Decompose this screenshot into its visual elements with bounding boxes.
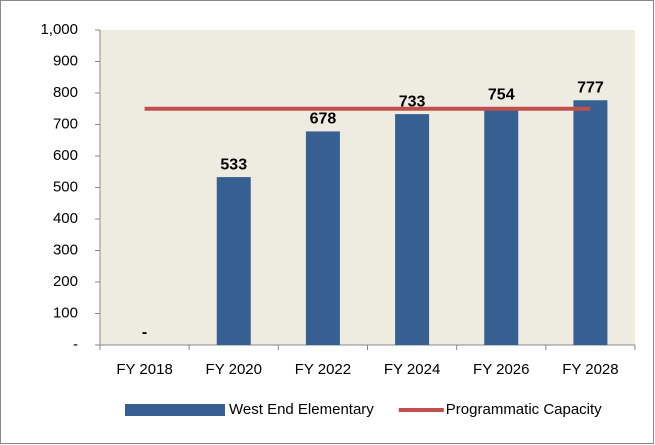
y-tick-label: 300 xyxy=(53,241,78,258)
y-tick-label: - xyxy=(73,336,78,353)
legend-label: Programmatic Capacity xyxy=(446,401,602,418)
value-label: 678 xyxy=(310,111,337,128)
x-tick-label: FY 2028 xyxy=(562,361,618,378)
bar xyxy=(395,114,430,345)
x-tick-label: FY 2024 xyxy=(384,361,440,378)
value-label: 754 xyxy=(488,87,515,104)
value-label: 777 xyxy=(577,79,604,96)
y-tick-label: 900 xyxy=(53,52,78,69)
y-tick-label: 100 xyxy=(53,304,78,321)
value-label: 533 xyxy=(220,156,247,173)
y-tick-label: 600 xyxy=(53,147,78,164)
y-tick-label: 700 xyxy=(53,115,78,132)
legend-label: West End Elementary xyxy=(229,401,374,418)
value-label: 733 xyxy=(399,93,426,110)
x-tick-label: FY 2022 xyxy=(295,361,351,378)
y-tick-label: 500 xyxy=(53,178,78,195)
value-label: - xyxy=(142,324,147,341)
y-tick-label: 200 xyxy=(53,273,78,290)
bar xyxy=(484,107,519,346)
y-tick-label: 800 xyxy=(53,84,78,101)
legend-swatch xyxy=(125,404,225,416)
bar xyxy=(305,131,340,345)
bar xyxy=(573,100,608,346)
y-tick-label: 400 xyxy=(53,210,78,227)
bar xyxy=(216,177,251,345)
x-tick-label: FY 2020 xyxy=(206,361,262,378)
x-tick-label: FY 2026 xyxy=(473,361,529,378)
x-tick-label: FY 2018 xyxy=(116,361,172,378)
y-tick-label: 1,000 xyxy=(40,21,78,38)
plot-area xyxy=(100,30,635,345)
